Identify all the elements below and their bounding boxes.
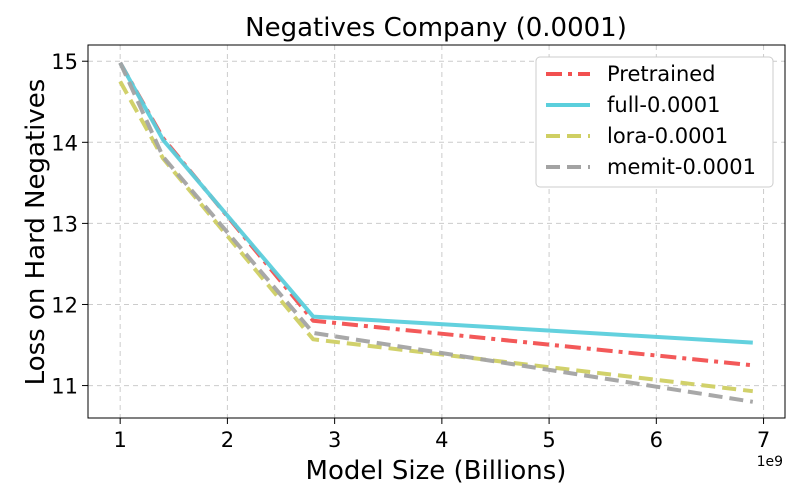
legend-label: lora-0.0001 bbox=[607, 124, 728, 148]
x-tick-label: 5 bbox=[542, 428, 555, 452]
y-tick-label: 15 bbox=[51, 50, 78, 74]
legend-label: full-0.0001 bbox=[607, 93, 720, 117]
x-tick-label: 7 bbox=[757, 428, 770, 452]
series-line-lora-0-0001 bbox=[118, 80, 754, 394]
series-line-full-0-0001 bbox=[118, 61, 753, 345]
legend: Pretrained full-0.0001 lora-0.0001 memit-0.… bbox=[535, 56, 774, 188]
y-tick-label: 12 bbox=[51, 293, 78, 317]
x-tick-label: 4 bbox=[435, 428, 448, 452]
legend-label: memit-0.0001 bbox=[607, 155, 756, 179]
plot-frame bbox=[87, 44, 786, 419]
series-line-memit-0-0001 bbox=[118, 61, 754, 404]
x-axis-label: Model Size (Billions) bbox=[306, 456, 567, 486]
chart-title: Negatives Company (0.0001) bbox=[245, 13, 627, 43]
y-axis-label: Loss on Hard Negatives bbox=[21, 79, 51, 386]
legend-label: Pretrained bbox=[607, 62, 716, 86]
x-offset-label: 1e9 bbox=[757, 454, 783, 470]
y-tick-label: 13 bbox=[51, 212, 78, 236]
series-lines bbox=[118, 61, 754, 404]
y-tick-label: 14 bbox=[51, 131, 78, 155]
legend-box bbox=[535, 56, 774, 188]
x-tick-label: 3 bbox=[328, 428, 341, 452]
y-tick-label: 11 bbox=[51, 375, 78, 399]
x-tick-label: 2 bbox=[221, 428, 234, 452]
x-tick-label: 1 bbox=[113, 428, 126, 452]
x-tick-label: 6 bbox=[650, 428, 663, 452]
